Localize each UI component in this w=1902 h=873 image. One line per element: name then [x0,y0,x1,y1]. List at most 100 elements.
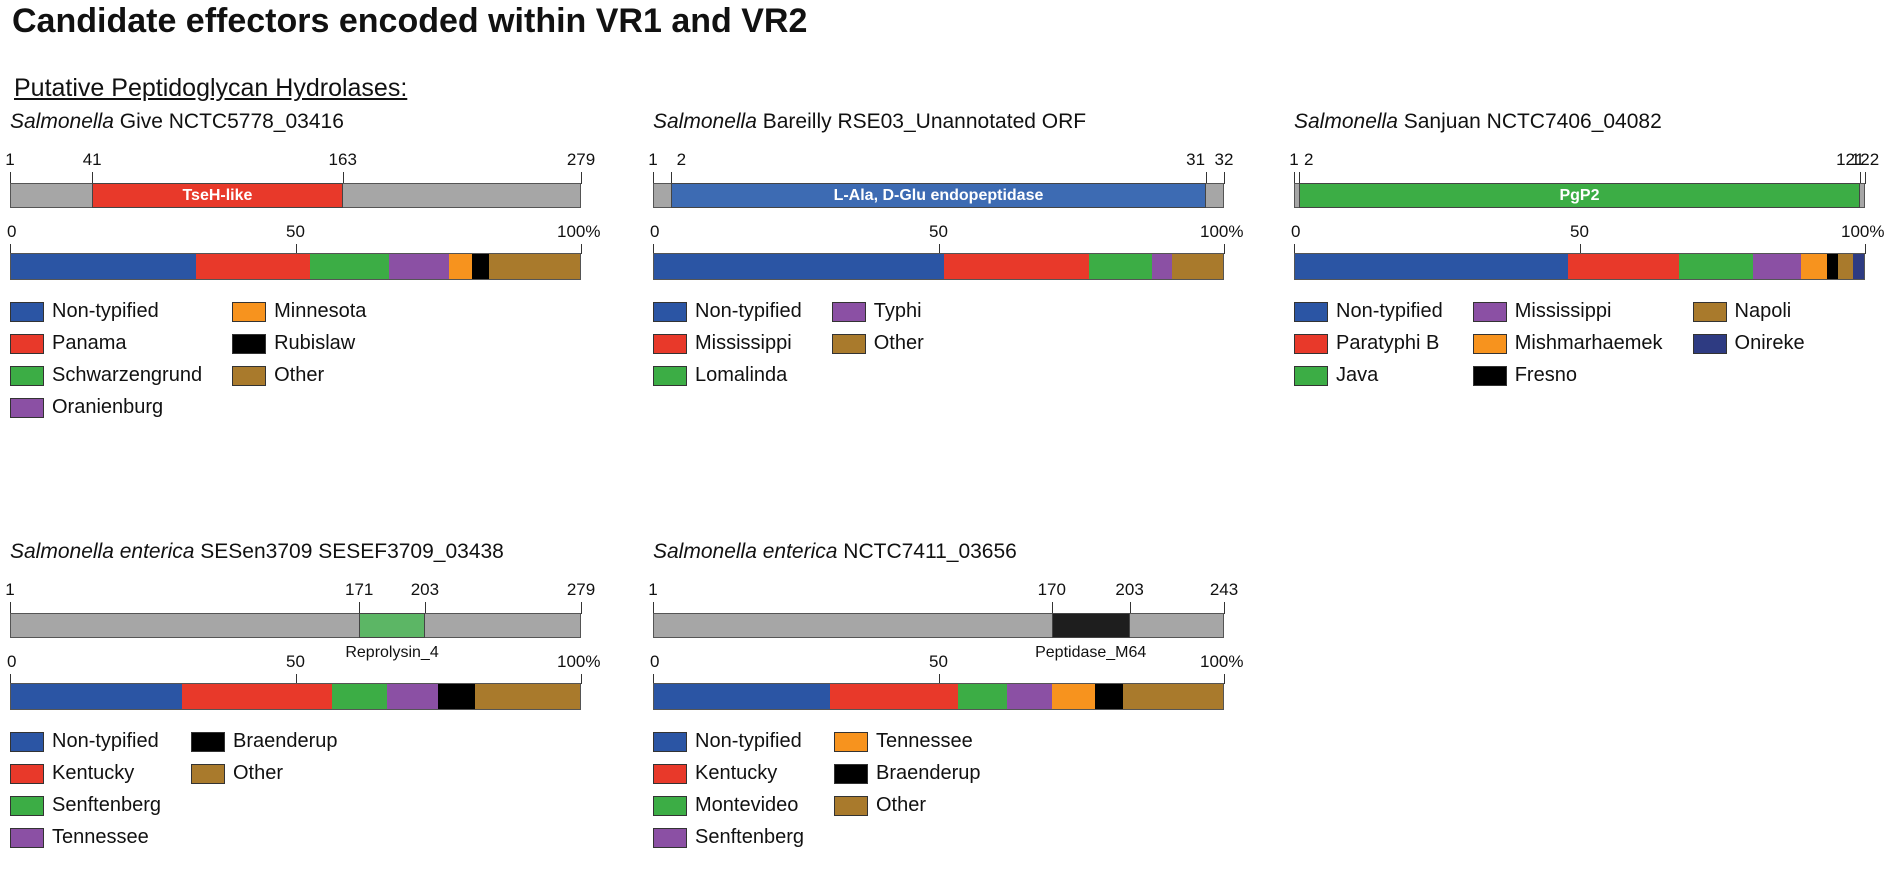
position-label: 163 [328,150,357,169]
position-tick [1129,602,1131,614]
panel-title: Salmonella Sanjuan NCTC7406_04082 [1294,110,1662,134]
scale-tick [1865,244,1866,254]
panel-title: Salmonella enterica NCTC7411_03656 [653,540,1017,564]
legend: Non-typified Kentucky Senftenberg Tennessee… [10,728,338,851]
legend-label: Lomalinda [695,364,788,386]
domain-block: L-Ala, D-Glu endopeptidase [671,183,1206,208]
composition-segment [654,684,831,709]
legend-swatch [1472,365,1507,386]
legend-label: Senftenberg [695,826,804,848]
scale-label: 0 [650,652,660,671]
legend-swatch [653,301,687,322]
panel-title-name: NCTC7411_03656 [843,540,1017,563]
legend-swatch [232,365,267,386]
legend-swatch [653,827,687,848]
scale-label: 50 [286,652,305,671]
position-tick [1294,172,1295,184]
composition-bar [1294,253,1865,280]
legend-label: Braenderup [232,730,338,752]
scale-tick [581,244,582,254]
legend-label: Tennessee [875,730,973,752]
protein-bar: PgP2 [1294,183,1865,208]
legend-item: Senftenberg [653,824,804,851]
legend: Non-typified Kentucky Montevideo Senftenber… [653,728,981,851]
legend-swatch [232,301,267,322]
domain-label: Peptidase_M64 [1035,644,1147,661]
legend-label: Other [873,332,924,354]
position-label: 1 [5,150,15,169]
position-label: 170 [1037,580,1066,599]
position-label: 203 [410,580,440,599]
legend-swatch [833,731,868,752]
legend-swatch [653,333,687,354]
position-tick [581,602,582,614]
legend-swatch [10,763,44,784]
legend-label: Napoli [1734,300,1792,322]
legend-swatch [653,763,687,784]
scale-tick [1294,244,1295,254]
legend-column: Non-typified Paratyphi B Java [1294,298,1443,389]
legend-item: Mishmarhaemek [1472,330,1663,357]
composition-segment [195,254,310,279]
composition-segment [389,254,450,279]
position-label: 279 [566,580,596,599]
domain-block: PgP2 [1298,183,1861,208]
protein-bar [10,613,581,638]
scale-label: 0 [7,652,17,671]
legend-item: Braenderup [833,760,981,787]
position-label: 31 [1186,150,1206,169]
legend-column: Non-typified Kentucky Montevideo Senftenber… [653,728,804,851]
scale-tick [10,674,11,684]
position-label: 171 [344,580,374,599]
legend-item: Java [1294,362,1443,389]
protein-bar [653,613,1224,638]
legend-swatch [653,795,687,816]
legend-label: Braenderup [875,762,981,784]
scale-label: 0 [650,222,660,241]
legend-swatch [1472,301,1507,322]
panel-title-name: Bareilly RSE03_Unannotated ORF [762,110,1087,133]
legend-item: Kentucky [10,760,161,787]
legend-label: Other [274,364,325,386]
position-tick [342,172,344,184]
legend-label: Schwarzengrund [52,364,203,386]
position-label: 1 [1289,150,1299,169]
legend-swatch [653,731,687,752]
legend: Non-typified Panama Schwarzengrund Oranienb… [10,298,366,421]
legend-label: Senftenberg [52,794,161,816]
composition-segment [332,684,387,709]
composition-segment [1151,254,1172,279]
legend-column: Braenderup Other [190,728,338,851]
legend-item: Other [833,792,981,819]
composition-segment [11,254,196,279]
domain-block [359,613,425,638]
legend-swatch [10,827,44,848]
composition-segment [474,684,580,709]
legend-label: Minnesota [274,300,367,322]
scale-tick [1224,244,1225,254]
position-label: 1 [648,150,658,169]
composition-segment [1094,684,1124,709]
position-label: 279 [566,150,596,169]
legend-swatch [10,333,44,354]
legend-swatch [10,301,44,322]
legend-item: Paratyphi B [1294,330,1443,357]
scale-label: 100% [1841,222,1885,241]
legend-item: Non-typified [1294,298,1443,325]
legend-label: Non-typified [52,730,159,752]
legend-label: Mishmarhaemek [1514,332,1663,354]
composition-segment [437,684,475,709]
legend-label: Tennessee [52,826,149,848]
legend-item: Tennessee [833,728,981,755]
legend-swatch [831,333,866,354]
legend-swatch [1294,301,1328,322]
legend-swatch [232,333,267,354]
legend-swatch [10,365,44,386]
scale-tick [938,244,940,254]
position-tick [92,172,94,184]
legend-item: Rubislaw [232,330,366,357]
scale-tick [938,674,940,684]
legend-item: Minnesota [232,298,366,325]
position-tick [653,172,654,184]
panel-bareilly: Salmonella Bareilly RSE03_Unannotated OR… [648,110,1253,440]
